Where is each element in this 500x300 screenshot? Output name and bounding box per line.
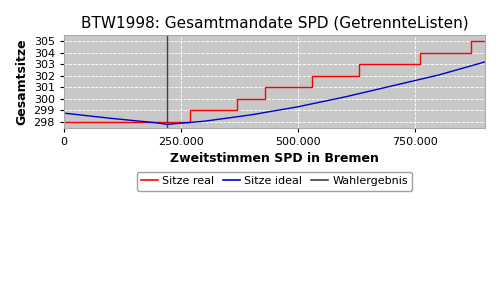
Sitze real: [262, 85, 268, 89]
Title: BTW1998: Gesamtmandate SPD (GetrennteListen): BTW1998: Gesamtmandate SPD (GetrennteLis…: [80, 15, 468, 30]
Sitze real: [164, 120, 170, 124]
Sitze ideal: [202, 119, 207, 123]
Sitze real: [188, 120, 194, 124]
Sitze ideal: [435, 73, 441, 77]
Sitze real: [379, 62, 385, 66]
Sitze real: [234, 108, 240, 112]
Sitze real: [416, 51, 422, 54]
Sitze real: [482, 39, 488, 43]
Sitze real: [262, 97, 268, 101]
Sitze ideal: [468, 64, 474, 68]
Sitze ideal: [61, 111, 67, 115]
Sitze real: [454, 51, 460, 54]
Sitze real: [309, 85, 315, 89]
Sitze real: [164, 120, 170, 124]
Sitze real: [454, 51, 460, 54]
Sitze real: [234, 97, 240, 101]
Line: Sitze ideal: Sitze ideal: [64, 62, 485, 124]
Legend: Sitze real, Sitze ideal, Wahlergebnis: Sitze real, Sitze ideal, Wahlergebnis: [136, 172, 412, 191]
Sitze ideal: [388, 84, 394, 88]
Sitze ideal: [108, 116, 114, 120]
Sitze real: [188, 108, 194, 112]
Sitze real: [468, 39, 474, 43]
Sitze ideal: [248, 113, 254, 117]
Sitze real: [300, 85, 306, 89]
Sitze ideal: [295, 105, 301, 109]
Sitze real: [356, 74, 362, 77]
X-axis label: Zweitstimmen SPD in Bremen: Zweitstimmen SPD in Bremen: [170, 152, 379, 165]
Sitze real: [61, 120, 67, 124]
Sitze real: [309, 74, 315, 77]
Line: Sitze real: Sitze real: [64, 41, 485, 122]
Sitze ideal: [482, 60, 488, 64]
Sitze ideal: [154, 121, 160, 125]
Y-axis label: Gesamtsitze: Gesamtsitze: [15, 38, 28, 125]
Sitze real: [300, 85, 306, 89]
Sitze ideal: [164, 123, 170, 126]
Sitze real: [379, 62, 385, 66]
Sitze real: [416, 62, 422, 66]
Sitze real: [468, 51, 474, 54]
Sitze ideal: [342, 95, 347, 99]
Sitze real: [356, 62, 362, 66]
